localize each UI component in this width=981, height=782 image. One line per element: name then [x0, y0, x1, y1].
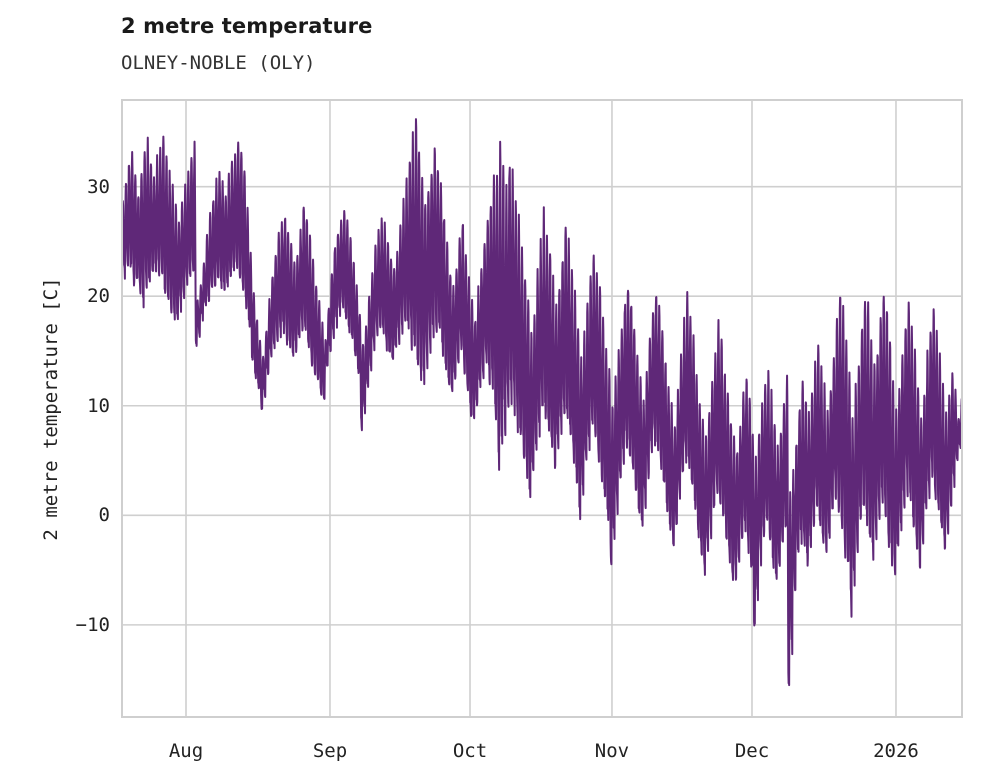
page-subtitle: OLNEY-NOBLE (OLY)	[121, 52, 316, 74]
x-axis-tick-label: Oct	[452, 740, 488, 762]
y-axis-ticks: 30 20 10 0 −10	[40, 99, 110, 718]
x-axis-ticks: Aug Sep Oct Nov Dec 2026	[121, 718, 963, 768]
temperature-line	[121, 119, 963, 685]
x-axis-tick-label: Nov	[594, 740, 630, 762]
x-axis-tick-label: 2026	[873, 740, 919, 762]
page-title: 2 metre temperature	[121, 14, 373, 38]
plot-border	[121, 99, 963, 718]
x-axis-tick-label: Dec	[734, 740, 770, 762]
temperature-series	[121, 99, 963, 718]
x-axis-tick-label: Aug	[168, 740, 204, 762]
y-axis-tick-label: 20	[87, 285, 110, 308]
y-axis-tick-label: 10	[87, 394, 110, 417]
y-axis-tick-label: 0	[98, 504, 110, 527]
y-axis-tick-label: 30	[87, 175, 110, 198]
y-axis-tick-label: −10	[75, 613, 110, 636]
plot-area	[121, 99, 963, 718]
x-axis-tick-label: Sep	[312, 740, 348, 762]
